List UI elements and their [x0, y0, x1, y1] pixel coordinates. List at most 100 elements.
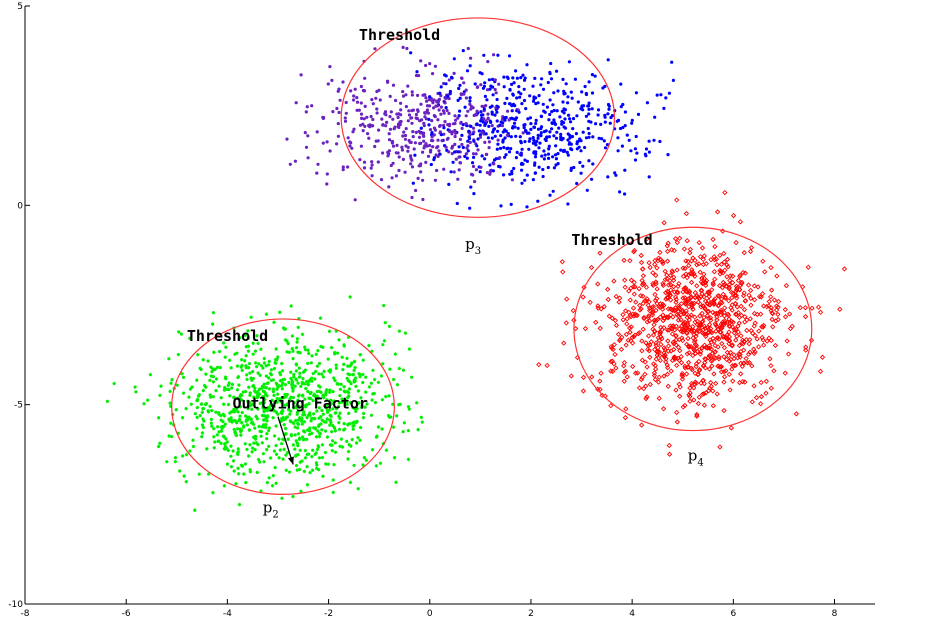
data-point	[272, 393, 276, 398]
data-point	[308, 413, 312, 417]
data-point	[222, 402, 226, 406]
data-point	[222, 341, 226, 345]
data-point	[666, 291, 673, 297]
data-point	[208, 393, 212, 397]
data-point	[493, 134, 497, 138]
data-point	[472, 130, 476, 134]
data-point	[457, 168, 461, 172]
data-point	[486, 60, 490, 64]
data-point	[306, 134, 310, 138]
data-point	[653, 307, 659, 314]
data-point	[274, 410, 278, 414]
data-point	[469, 56, 473, 60]
threshold-circle	[573, 226, 813, 432]
data-point	[277, 437, 281, 441]
data-point	[768, 287, 775, 293]
data-point	[711, 269, 717, 275]
data-point	[498, 123, 502, 127]
data-point	[417, 74, 421, 78]
data-point	[510, 109, 514, 113]
data-point	[682, 298, 689, 305]
data-point	[474, 168, 478, 172]
data-point	[532, 125, 536, 129]
data-point	[243, 333, 248, 338]
data-point	[212, 367, 216, 372]
data-point	[158, 441, 162, 446]
data-point	[680, 273, 687, 279]
data-point	[652, 376, 659, 383]
data-point	[447, 150, 451, 154]
data-point	[391, 83, 396, 87]
data-point	[694, 321, 701, 328]
data-point	[361, 358, 365, 362]
data-point	[738, 280, 745, 287]
data-point	[397, 168, 401, 173]
data-point	[702, 280, 708, 286]
data-point	[606, 112, 610, 116]
data-point	[803, 344, 809, 350]
data-point	[710, 236, 716, 243]
data-point	[469, 107, 473, 111]
data-point	[744, 327, 750, 334]
point-label-base: p	[263, 498, 273, 516]
data-point	[690, 352, 696, 359]
data-point	[319, 414, 323, 419]
data-point	[664, 248, 671, 255]
data-point	[499, 204, 503, 208]
data-point	[173, 455, 178, 460]
data-point	[367, 385, 372, 389]
data-point	[317, 372, 321, 376]
data-point	[337, 414, 341, 419]
data-point	[646, 260, 652, 266]
data-point	[232, 407, 236, 411]
data-point	[378, 98, 382, 102]
data-point	[411, 130, 415, 134]
data-point	[734, 304, 740, 310]
data-point	[759, 324, 765, 330]
data-point	[433, 64, 437, 68]
data-point	[263, 385, 268, 390]
data-point	[503, 116, 507, 120]
data-point	[696, 328, 703, 334]
data-point	[340, 355, 344, 359]
data-point	[606, 175, 610, 179]
data-point	[536, 101, 540, 105]
data-point	[315, 389, 319, 394]
data-point	[679, 335, 685, 341]
data-point	[362, 117, 366, 121]
data-point	[683, 285, 689, 292]
data-point	[605, 286, 611, 293]
point-label-p3: p3	[465, 235, 481, 257]
data-point	[112, 381, 116, 386]
data-point	[742, 298, 749, 304]
data-point	[615, 119, 619, 123]
data-point	[647, 264, 653, 271]
data-point	[616, 149, 620, 153]
data-point	[655, 258, 661, 264]
data-point	[211, 374, 216, 379]
data-point	[262, 382, 266, 386]
data-point	[671, 274, 677, 280]
data-point	[345, 439, 349, 444]
data-point	[568, 373, 574, 379]
data-point	[325, 172, 329, 176]
data-point	[663, 356, 669, 362]
data-point	[746, 341, 752, 347]
data-point	[223, 444, 228, 449]
data-point	[359, 84, 363, 89]
data-point	[574, 132, 579, 136]
data-point	[721, 407, 727, 414]
data-point	[251, 384, 255, 388]
data-point	[288, 409, 293, 413]
data-point	[490, 77, 495, 81]
y-tick-label: -10	[8, 600, 23, 610]
data-point	[229, 454, 233, 458]
data-point	[255, 395, 259, 400]
data-point	[261, 404, 265, 408]
data-point	[347, 411, 351, 416]
data-point	[661, 350, 667, 356]
data-point	[250, 402, 255, 407]
data-point	[457, 86, 461, 91]
data-point	[267, 359, 271, 364]
data-point	[732, 301, 738, 307]
